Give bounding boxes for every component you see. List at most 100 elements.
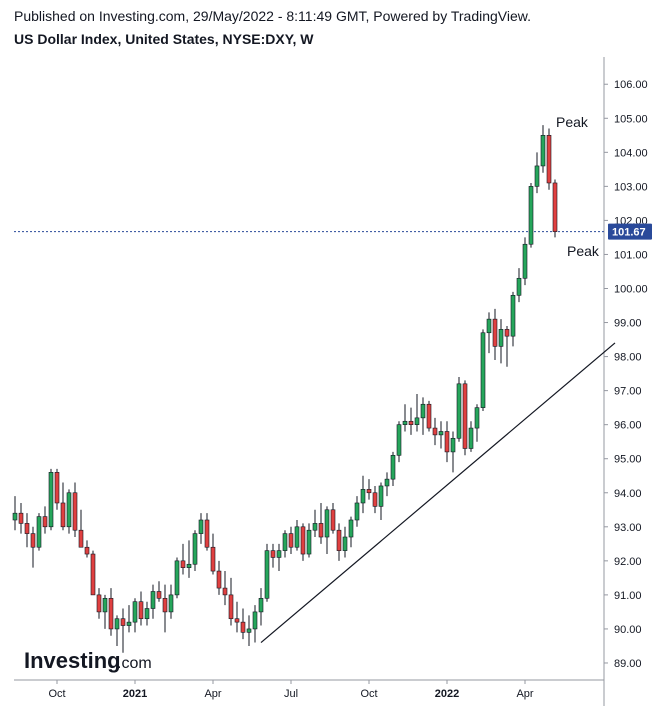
candle-down <box>18 502 24 534</box>
brand-name: Investing <box>24 648 121 673</box>
y-tick-label: 94.00 <box>614 488 642 500</box>
x-tick-label: Oct <box>360 688 377 700</box>
candle-up <box>126 605 132 633</box>
candle-body <box>432 427 438 436</box>
candle-body <box>474 407 480 429</box>
candle-down <box>492 308 498 360</box>
candle-down <box>234 601 240 633</box>
candle-body <box>306 529 312 555</box>
candle-up <box>294 519 300 551</box>
candle-body <box>42 516 48 528</box>
candle-up <box>114 615 120 646</box>
candle-body <box>342 536 348 551</box>
candle-down <box>108 588 114 636</box>
x-tick-label: 2022 <box>435 688 459 700</box>
candle-body <box>240 621 246 633</box>
published-note: Published on Investing.com, 29/May/2022 … <box>14 8 531 24</box>
candle-body <box>300 526 306 555</box>
y-tick-label: 105.00 <box>614 113 648 125</box>
candle-down <box>180 543 186 575</box>
candle-body <box>252 611 258 630</box>
candle-body <box>426 403 432 429</box>
candle-body <box>270 550 276 558</box>
candle-up <box>198 513 204 544</box>
candle-up <box>276 543 282 572</box>
candle-down <box>366 479 372 500</box>
candle-up <box>252 605 258 643</box>
candle-body <box>186 563 192 568</box>
candle-body <box>180 560 186 568</box>
candle-down <box>162 584 168 633</box>
candle-up <box>168 584 174 619</box>
candle-body <box>402 420 408 425</box>
candle-body <box>162 597 168 613</box>
candle-body <box>150 591 156 609</box>
candle-down <box>288 526 294 555</box>
candle-down <box>60 482 66 531</box>
price-axis: 89.00 90.00 91.00 92.00 93.00 94.00 95.00 96.00… <box>604 79 648 670</box>
candle-up <box>264 543 270 602</box>
candle-body <box>108 597 114 630</box>
candle-body <box>444 431 450 453</box>
x-tick-label: Apr <box>516 688 533 700</box>
candle-up <box>282 530 288 558</box>
candle-body <box>312 523 318 531</box>
candle-up <box>342 526 348 558</box>
candle-body <box>222 587 228 596</box>
candle-body <box>462 383 468 449</box>
y-tick-label: 101.00 <box>614 249 648 261</box>
y-tick-label: 96.00 <box>614 420 642 432</box>
candle-body <box>90 553 96 596</box>
y-tick-label: 89.00 <box>614 658 642 670</box>
candle-up <box>414 394 420 432</box>
candle-body <box>216 570 222 589</box>
candle-down <box>318 502 324 544</box>
candle-body <box>522 243 528 279</box>
candle-up <box>36 513 42 551</box>
candle-up <box>390 451 396 486</box>
candle-up <box>150 584 156 619</box>
candle-body <box>24 523 30 534</box>
y-tick-label: 106.00 <box>614 79 648 91</box>
candle-up <box>456 377 462 442</box>
candle-down <box>408 407 414 435</box>
annotation-peak-upper: Peak <box>556 114 589 130</box>
candle-body <box>174 560 180 596</box>
candle-body <box>84 546 90 555</box>
x-tick-label: Jul <box>284 688 298 700</box>
candle-body <box>276 550 282 558</box>
candle-body <box>510 295 516 337</box>
candle-down <box>24 513 30 548</box>
candle-body <box>156 591 162 599</box>
candle-body <box>264 550 270 599</box>
candle-body <box>450 437 456 453</box>
candle-up <box>102 594 108 629</box>
candle-down <box>138 591 144 626</box>
candle-up <box>522 237 528 286</box>
candle-up <box>354 496 360 527</box>
candle-body <box>36 516 42 548</box>
candle-up <box>246 615 252 646</box>
candle-body <box>486 318 492 334</box>
candle-up <box>66 489 72 534</box>
y-tick-label: 91.00 <box>614 590 642 602</box>
candle-body <box>204 519 210 548</box>
candle-body <box>354 502 360 521</box>
candle-down <box>228 577 234 626</box>
candle-body <box>552 182 558 232</box>
candle-body <box>126 621 132 626</box>
candle-down <box>120 608 126 653</box>
candle-up <box>450 431 456 473</box>
candle-body <box>168 594 174 613</box>
candle-body <box>324 509 330 538</box>
candle-up <box>360 475 366 514</box>
candle-body <box>360 489 366 504</box>
candle-up <box>174 557 180 599</box>
candle-body <box>138 601 144 620</box>
candle-down <box>222 571 228 606</box>
time-axis: Oct 2021 Apr Jul Oct 2022 Apr <box>48 680 534 700</box>
candle-body <box>210 546 216 572</box>
candle-down <box>156 581 162 602</box>
y-tick-label: 95.00 <box>614 454 642 466</box>
